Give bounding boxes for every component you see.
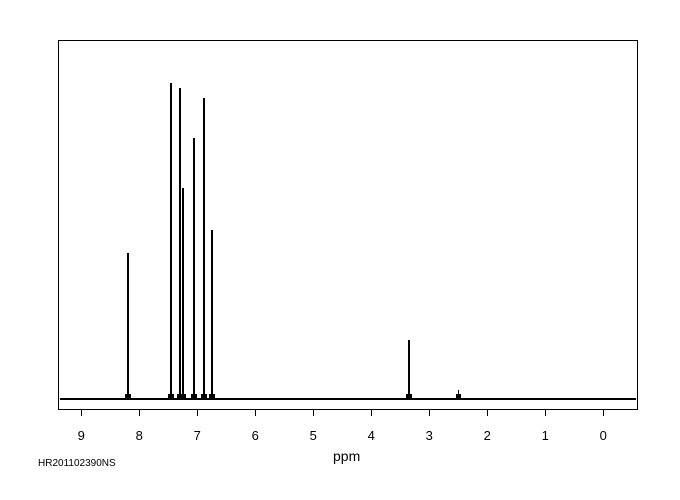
tick-label: 4 xyxy=(368,428,375,443)
tick-mark xyxy=(197,410,198,416)
tick-label: 8 xyxy=(136,428,143,443)
tick-mark xyxy=(255,410,256,416)
footer-id: HR201102390NS xyxy=(38,458,116,469)
peak xyxy=(170,83,172,398)
tick-mark xyxy=(545,410,546,416)
plot-area xyxy=(58,40,638,410)
tick-label: 6 xyxy=(252,428,259,443)
tick-mark xyxy=(81,410,82,416)
tick-label: 0 xyxy=(600,428,607,443)
peak xyxy=(211,230,213,398)
x-axis-label: ppm xyxy=(333,448,360,464)
peak xyxy=(182,188,184,398)
tick-mark xyxy=(313,410,314,416)
tick-mark xyxy=(487,410,488,416)
tick-label: 7 xyxy=(194,428,201,443)
peak xyxy=(179,88,181,398)
tick-mark xyxy=(429,410,430,416)
tick-label: 9 xyxy=(78,428,85,443)
tick-mark xyxy=(371,410,372,416)
tick-label: 2 xyxy=(484,428,491,443)
peak xyxy=(193,138,195,398)
peak xyxy=(127,253,129,398)
tick-mark xyxy=(603,410,604,416)
nmr-spectrum-container: 9 8 7 6 5 4 3 2 1 0 ppm HR201102390NS xyxy=(0,0,680,500)
tick-label: 5 xyxy=(310,428,317,443)
peak xyxy=(408,340,410,398)
tick-label: 3 xyxy=(426,428,433,443)
tick-label: 1 xyxy=(542,428,549,443)
peak xyxy=(203,98,205,398)
tick-mark xyxy=(139,410,140,416)
